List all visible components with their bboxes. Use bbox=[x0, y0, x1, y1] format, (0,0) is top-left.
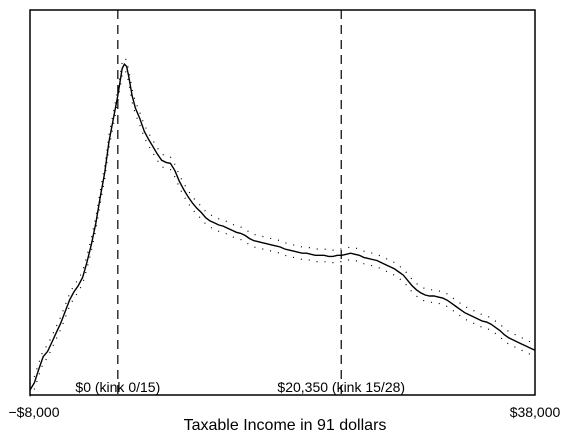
x-axis-label: Taxable Income in 91 dollars bbox=[184, 417, 387, 434]
series-confidence-band-lower bbox=[29, 69, 536, 397]
reference-label-kink-1: $20,350 (kink 15/28) bbox=[277, 379, 405, 395]
series-density-line bbox=[29, 63, 536, 391]
x-tick-label-max: $38,000 bbox=[510, 404, 561, 420]
x-tick-label-min: −$8,000 bbox=[9, 404, 60, 420]
reference-label-kink-0: $0 (kink 0/15) bbox=[75, 379, 160, 395]
series-confidence-band-upper bbox=[29, 57, 536, 385]
plot-frame bbox=[29, 9, 536, 396]
